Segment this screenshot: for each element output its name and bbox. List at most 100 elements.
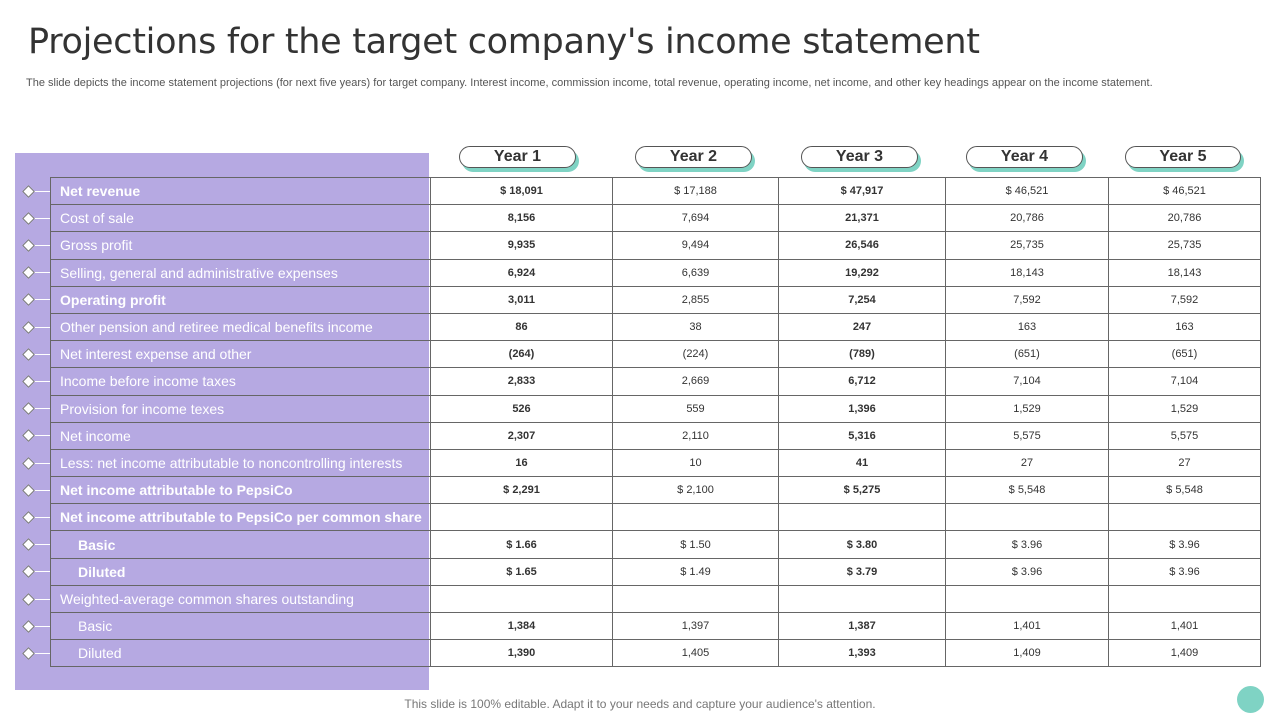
row-value-year-4: 5,575 bbox=[945, 421, 1109, 450]
diamond-bullet-icon bbox=[24, 381, 50, 382]
diamond-bullet-icon bbox=[24, 598, 50, 600]
row-value-year-3: $ 5,275 bbox=[778, 476, 946, 505]
row-label: Cost of sale bbox=[50, 204, 431, 233]
row-label: Net income bbox=[50, 421, 431, 450]
year-1-header: Year 1 bbox=[459, 146, 576, 168]
row-value-year-2: $ 2,100 bbox=[612, 476, 779, 505]
row-value-year-3: 1,396 bbox=[778, 394, 946, 423]
row-value-year-3: 1,393 bbox=[778, 639, 946, 668]
row-value-year-2: 9,494 bbox=[612, 231, 779, 260]
row-value-year-5: 7,592 bbox=[1108, 285, 1261, 314]
row-value-year-4: $ 46,521 bbox=[945, 176, 1109, 206]
row-value-year-5: 163 bbox=[1108, 312, 1261, 342]
row-value-year-2: 559 bbox=[612, 394, 779, 423]
table-row: Net revenue $ 18,091 $ 17,188 $ 47,917 $ 46,… bbox=[50, 176, 1261, 206]
row-value-year-3: 41 bbox=[778, 448, 946, 478]
row-value-year-5: 1,529 bbox=[1108, 394, 1261, 423]
row-value-year-2: 38 bbox=[612, 312, 779, 342]
row-value-year-5: 20,786 bbox=[1108, 204, 1261, 233]
table-row: Operating profit 3,011 2,855 7,254 7,592 7,59… bbox=[50, 285, 1261, 314]
row-value-year-4: $ 3.96 bbox=[945, 530, 1109, 559]
table-row: Net income attributable to PepsiCo per c… bbox=[50, 503, 1261, 532]
footer-note: This slide is 100% editable. Adapt it to… bbox=[404, 697, 876, 711]
row-value-year-4 bbox=[945, 503, 1109, 532]
row-value-year-2 bbox=[612, 584, 779, 614]
row-value-year-5: 1,401 bbox=[1108, 611, 1261, 641]
row-label: Net revenue bbox=[50, 176, 431, 206]
row-label: Gross profit bbox=[50, 231, 431, 260]
year-3-header: Year 3 bbox=[801, 146, 918, 168]
row-value-year-1: 3,011 bbox=[430, 285, 613, 314]
row-label: Basic bbox=[50, 530, 431, 559]
row-value-year-3 bbox=[778, 584, 946, 614]
row-value-year-2: 6,639 bbox=[612, 258, 779, 287]
diamond-bullet-icon bbox=[24, 571, 50, 573]
row-value-year-1: 6,924 bbox=[430, 258, 613, 287]
row-label: Diluted bbox=[50, 639, 431, 668]
row-value-year-2: $ 1.50 bbox=[612, 530, 779, 559]
row-label: Net interest expense and other bbox=[50, 340, 431, 369]
diamond-bullet-icon bbox=[24, 435, 50, 437]
row-value-year-1: 16 bbox=[430, 448, 613, 478]
row-value-year-1: 2,833 bbox=[430, 367, 613, 396]
page-subtitle: The slide depicts the income statement p… bbox=[26, 77, 1153, 89]
row-value-year-2: (224) bbox=[612, 340, 779, 369]
table-row: Basic 1,384 1,397 1,387 1,401 1,401 bbox=[50, 611, 1261, 641]
diamond-bullet-icon bbox=[24, 299, 50, 301]
row-value-year-1: $ 1.66 bbox=[430, 530, 613, 559]
row-value-year-5: $ 46,521 bbox=[1108, 176, 1261, 206]
row-value-year-2: 10 bbox=[612, 448, 779, 478]
row-value-year-3: 21,371 bbox=[778, 204, 946, 233]
row-value-year-1: 2,307 bbox=[430, 421, 613, 450]
row-value-year-2 bbox=[612, 503, 779, 532]
row-value-year-4: 1,529 bbox=[945, 394, 1109, 423]
corner-dot bbox=[1237, 686, 1264, 713]
row-value-year-4: 1,401 bbox=[945, 611, 1109, 641]
row-value-year-4 bbox=[945, 584, 1109, 614]
row-value-year-2: 2,669 bbox=[612, 367, 779, 396]
row-value-year-3: $ 3.79 bbox=[778, 557, 946, 586]
row-label: Less: net income attributable to noncont… bbox=[50, 448, 431, 478]
row-value-year-2: $ 1.49 bbox=[612, 557, 779, 586]
row-label: Provision for income texes bbox=[50, 394, 431, 423]
row-label: Diluted bbox=[50, 557, 431, 586]
year-5-header: Year 5 bbox=[1125, 146, 1241, 168]
row-value-year-5: 1,409 bbox=[1108, 639, 1261, 668]
row-value-year-5: 25,735 bbox=[1108, 231, 1261, 260]
row-value-year-2: $ 17,188 bbox=[612, 176, 779, 206]
table-row: Gross profit 9,935 9,494 26,546 25,735 25,735 bbox=[50, 231, 1261, 260]
row-value-year-3: 26,546 bbox=[778, 231, 946, 260]
table-row: Diluted $ 1.65 $ 1.49 $ 3.79 $ 3.96 $ 3.96 bbox=[50, 557, 1261, 586]
row-value-year-4: (651) bbox=[945, 340, 1109, 369]
row-value-year-1: 1,384 bbox=[430, 611, 613, 641]
row-value-year-3: (789) bbox=[778, 340, 946, 369]
row-value-year-3: 1,387 bbox=[778, 611, 946, 641]
row-value-year-4: $ 5,548 bbox=[945, 476, 1109, 505]
row-label: Basic bbox=[50, 611, 431, 641]
row-value-year-5: 5,575 bbox=[1108, 421, 1261, 450]
row-value-year-5 bbox=[1108, 584, 1261, 614]
table-row: Diluted 1,390 1,405 1,393 1,409 1,409 bbox=[50, 639, 1261, 668]
row-value-year-4: $ 3.96 bbox=[945, 557, 1109, 586]
row-value-year-3: 247 bbox=[778, 312, 946, 342]
row-label: Net income attributable to PepsiCo bbox=[50, 476, 431, 505]
row-value-year-5: $ 3.96 bbox=[1108, 557, 1261, 586]
table-row: Net income 2,307 2,110 5,316 5,575 5,575 bbox=[50, 421, 1261, 450]
row-value-year-3 bbox=[778, 503, 946, 532]
row-value-year-4: 7,104 bbox=[945, 367, 1109, 396]
table-row: Net interest expense and other (264) (224)… bbox=[50, 340, 1261, 369]
diamond-bullet-icon bbox=[24, 408, 50, 410]
diamond-bullet-icon bbox=[24, 353, 50, 355]
table-row: Provision for income texes 526 559 1,396 1,5… bbox=[50, 394, 1261, 423]
row-value-year-1: $ 2,291 bbox=[430, 476, 613, 505]
row-value-year-1: 9,935 bbox=[430, 231, 613, 260]
row-value-year-5: (651) bbox=[1108, 340, 1261, 369]
row-value-year-1: $ 18,091 bbox=[430, 176, 613, 206]
row-value-year-5 bbox=[1108, 503, 1261, 532]
row-value-year-3: 5,316 bbox=[778, 421, 946, 450]
diamond-bullet-icon bbox=[24, 653, 50, 654]
row-value-year-3: $ 47,917 bbox=[778, 176, 946, 206]
row-value-year-3: 7,254 bbox=[778, 285, 946, 314]
diamond-bullet-icon bbox=[24, 462, 50, 464]
table-row: Weighted-average common shares outstandi… bbox=[50, 584, 1261, 614]
